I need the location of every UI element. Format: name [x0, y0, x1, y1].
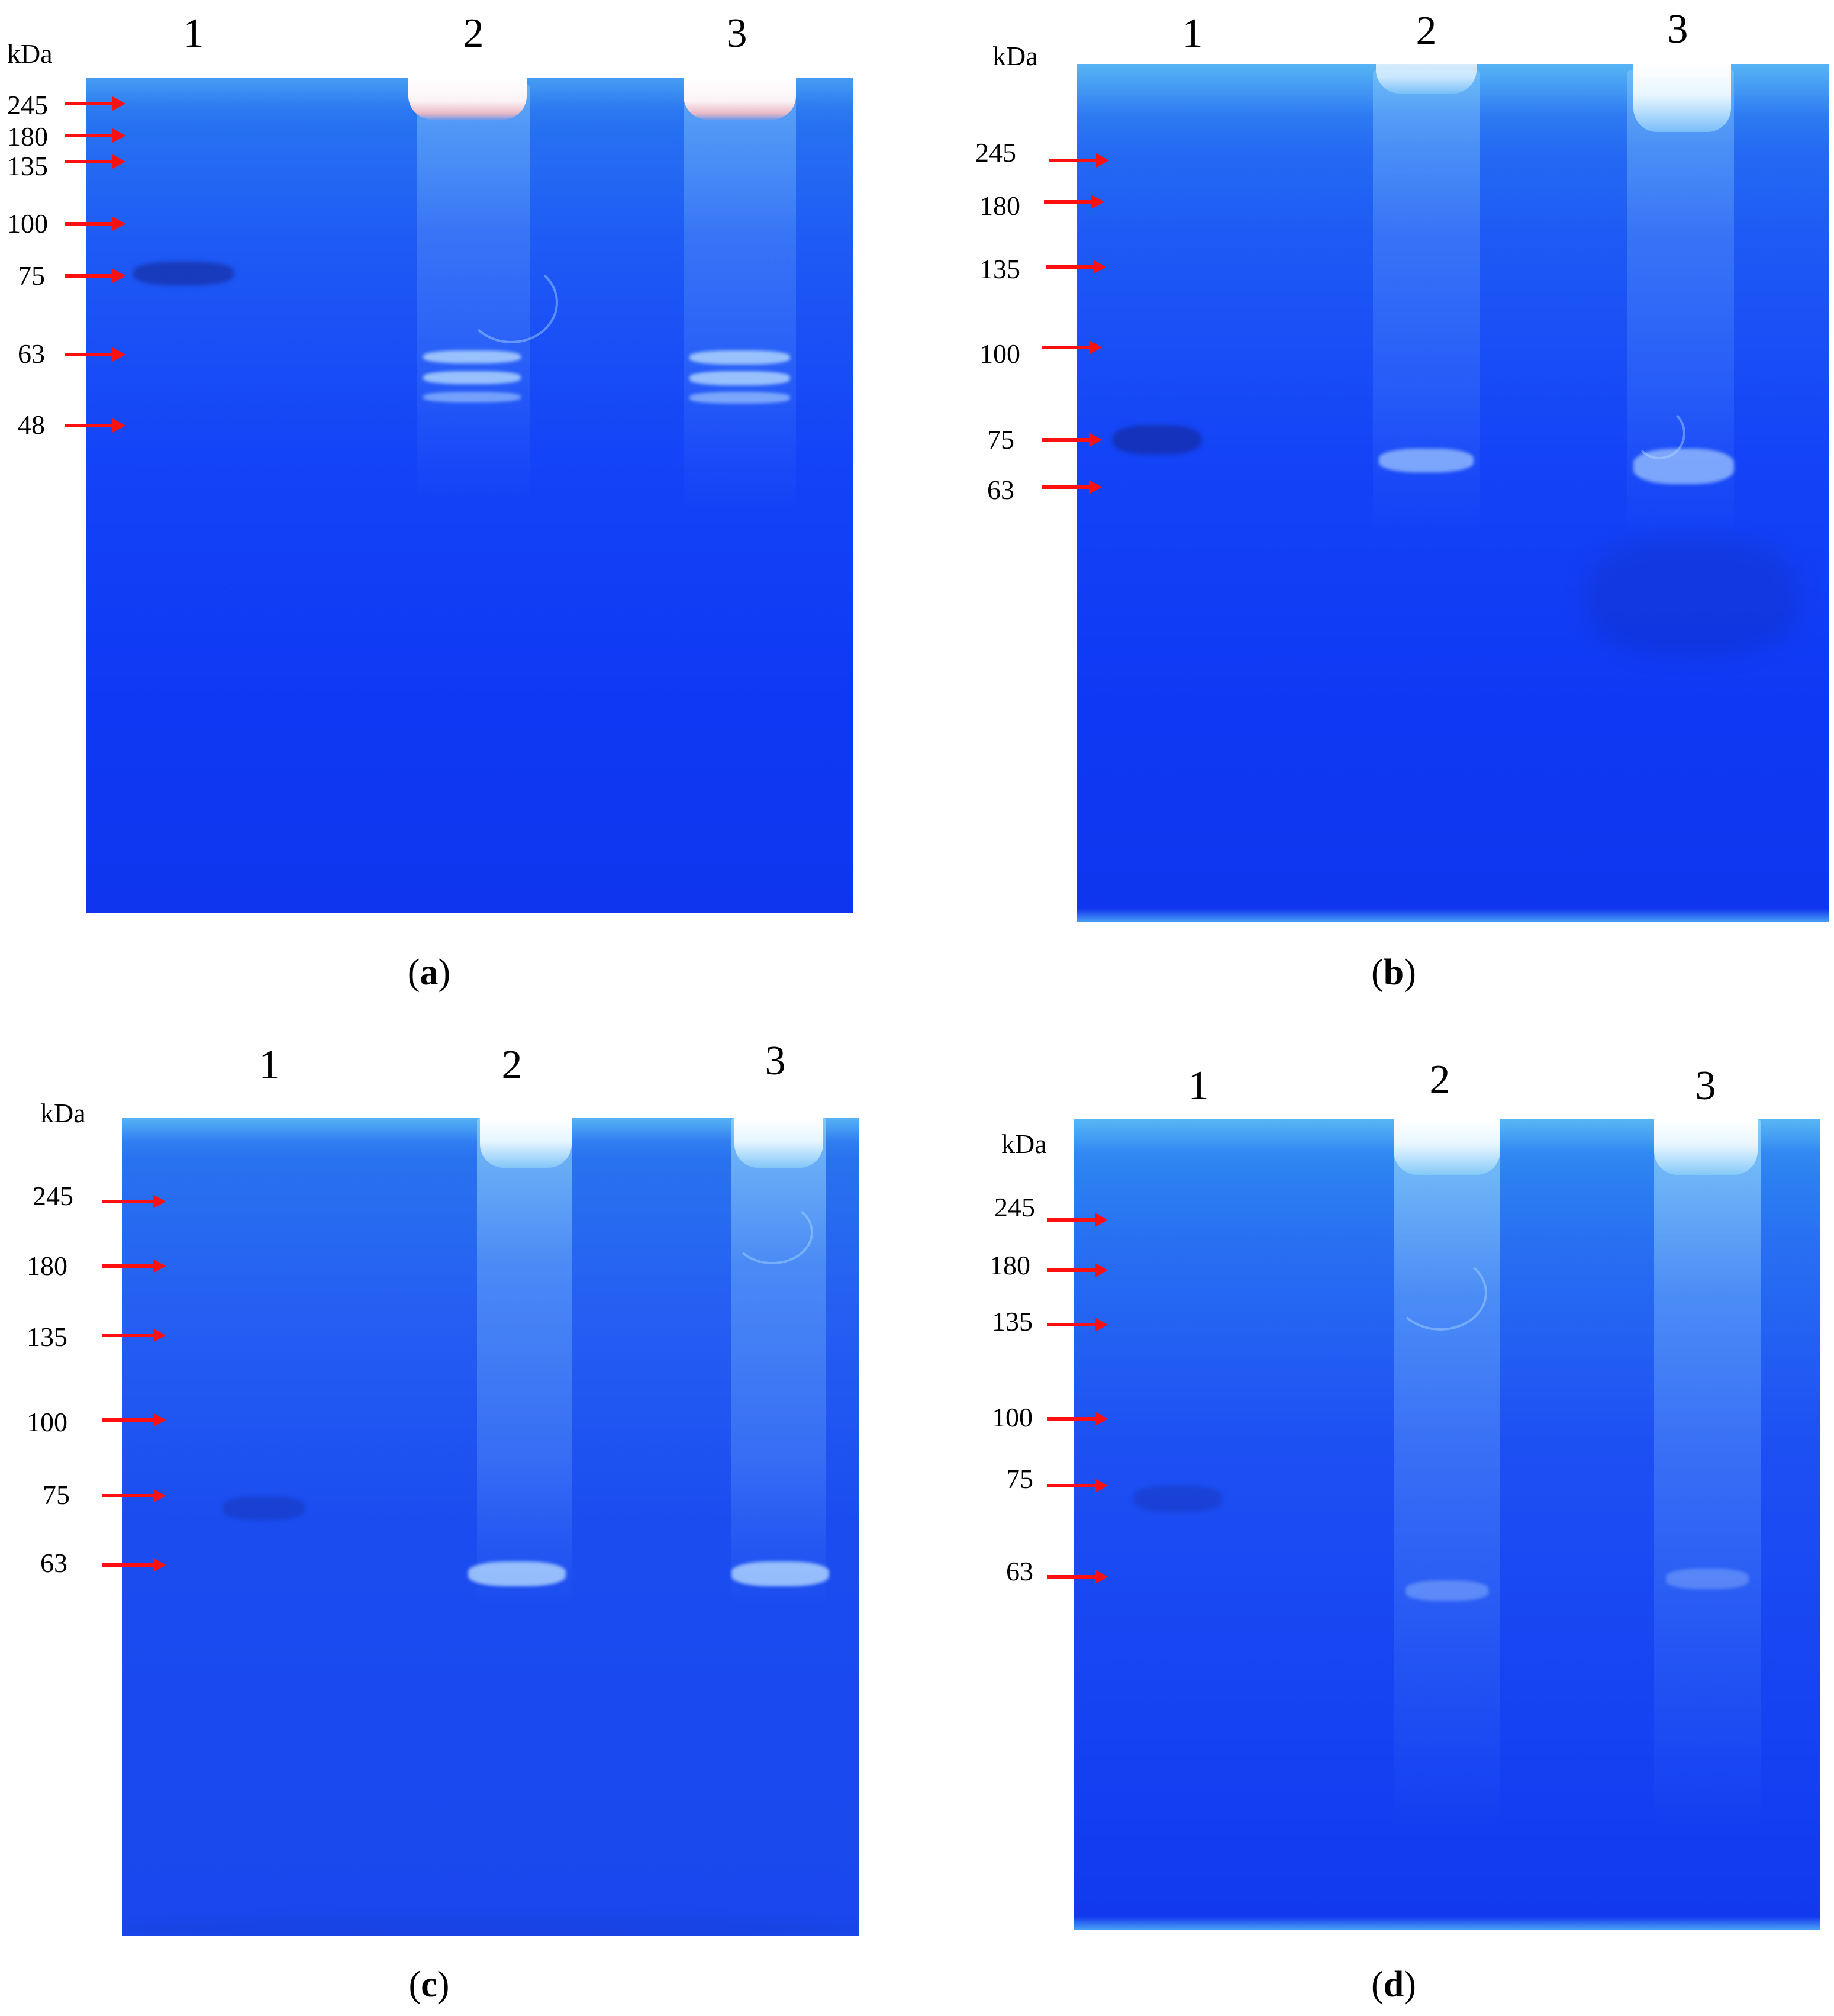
marker-arrow — [102, 1328, 166, 1342]
protein-band — [731, 1561, 829, 1586]
marker-label: 100 — [27, 1407, 67, 1437]
marker-arrow — [65, 347, 125, 362]
gel-image-d — [1074, 1119, 1820, 1930]
marker-arrow — [1042, 480, 1102, 494]
marker-arrow — [1044, 195, 1104, 209]
marker-label: 100 — [7, 208, 48, 239]
sample-well-3 — [1633, 64, 1731, 132]
marker-arrow — [1047, 1213, 1108, 1227]
protein-band — [468, 1561, 566, 1586]
protein-band — [423, 392, 521, 402]
marker-arrow — [65, 269, 125, 283]
gel-image-c — [122, 1118, 859, 1936]
lane-label-3: 3 — [1695, 1063, 1716, 1109]
marker-label: 245 — [33, 1181, 73, 1211]
marker-arrow — [1047, 1570, 1108, 1584]
sample-well-2 — [1394, 1119, 1500, 1175]
marker-label: 180 — [7, 121, 48, 152]
marker-label: 63 — [987, 475, 1014, 505]
marker-arrow — [65, 154, 125, 169]
sample-well-2 — [408, 78, 527, 120]
sample-well-3 — [1654, 1119, 1758, 1175]
panel-caption-d: (d) — [1371, 1965, 1416, 2005]
lane-label-2: 2 — [501, 1042, 523, 1088]
protein-band — [1113, 425, 1201, 455]
sample-well-2 — [480, 1118, 572, 1168]
marker-arrow — [1042, 433, 1102, 447]
lane-label-2: 2 — [1416, 8, 1437, 54]
marker-label: 180 — [989, 1250, 1030, 1280]
gel-image-b — [1077, 64, 1829, 922]
protein-band — [423, 350, 521, 363]
marker-arrow — [1047, 1263, 1108, 1277]
marker-label: 75 — [987, 424, 1014, 455]
marker-label: 63 — [1006, 1556, 1033, 1586]
marker-label: 63 — [18, 339, 45, 369]
marker-arrow — [65, 217, 125, 231]
marker-arrow — [102, 1558, 166, 1572]
marker-label: 245 — [7, 90, 48, 120]
lane-label-1: 1 — [1182, 11, 1203, 56]
marker-arrow — [1046, 260, 1106, 274]
marker-arrow — [65, 128, 125, 143]
lane-label-3: 3 — [1667, 7, 1688, 52]
marker-arrow — [65, 418, 125, 433]
protein-band — [1379, 449, 1474, 472]
panel-caption-c: (c) — [408, 1965, 450, 2005]
marker-arrow — [102, 1489, 166, 1503]
marker-arrow — [65, 96, 125, 111]
protein-band — [1633, 449, 1734, 484]
marker-label: 135 — [979, 254, 1020, 284]
protein-band — [689, 392, 790, 404]
marker-arrow — [1047, 1479, 1108, 1493]
gel-image-a — [86, 78, 853, 913]
unit-label: kDa — [7, 38, 53, 69]
protein-band — [423, 371, 521, 384]
marker-arrow — [102, 1194, 166, 1209]
protein-band — [1406, 1580, 1488, 1601]
marker-arrow — [1047, 1412, 1108, 1426]
marker-label: 63 — [40, 1548, 67, 1578]
marker-label: 100 — [992, 1402, 1033, 1432]
protein-band — [1133, 1486, 1222, 1512]
marker-label: 135 — [992, 1306, 1033, 1337]
protein-band — [223, 1496, 305, 1520]
marker-label: 75 — [43, 1480, 70, 1510]
sample-well-3 — [734, 1118, 823, 1168]
marker-arrow — [1047, 1318, 1108, 1332]
lane-label-3: 3 — [726, 11, 747, 56]
lane-label-2: 2 — [463, 11, 484, 56]
marker-label: 180 — [979, 191, 1020, 221]
marker-label: 135 — [7, 151, 48, 181]
panel-caption-b: (b) — [1371, 952, 1416, 993]
marker-label: 245 — [994, 1192, 1035, 1222]
panel-caption-a: (a) — [407, 952, 451, 993]
unit-label: kDa — [40, 1098, 86, 1128]
marker-label: 180 — [27, 1251, 67, 1281]
marker-label: 75 — [1006, 1464, 1033, 1494]
marker-arrow — [102, 1413, 166, 1427]
marker-label: 245 — [975, 137, 1016, 168]
marker-arrow — [1042, 340, 1102, 355]
protein-band — [133, 262, 234, 285]
marker-label: 100 — [979, 339, 1020, 369]
protein-band — [689, 371, 790, 385]
lane-label-1: 1 — [259, 1042, 280, 1088]
marker-label: 48 — [18, 410, 45, 440]
marker-label: 75 — [18, 260, 45, 291]
lane-label-1: 1 — [183, 11, 204, 56]
sample-well-3 — [684, 78, 796, 120]
protein-band — [1666, 1569, 1749, 1589]
marker-arrow — [102, 1259, 166, 1273]
sample-well-2 — [1376, 64, 1477, 94]
unit-label: kDa — [1001, 1129, 1047, 1159]
marker-arrow — [1049, 153, 1109, 168]
lane-label-1: 1 — [1188, 1063, 1209, 1109]
marker-label: 135 — [27, 1322, 67, 1352]
protein-band — [689, 350, 790, 365]
lane-label-3: 3 — [765, 1038, 786, 1084]
unit-label: kDa — [992, 41, 1038, 71]
lane-label-2: 2 — [1429, 1057, 1451, 1103]
